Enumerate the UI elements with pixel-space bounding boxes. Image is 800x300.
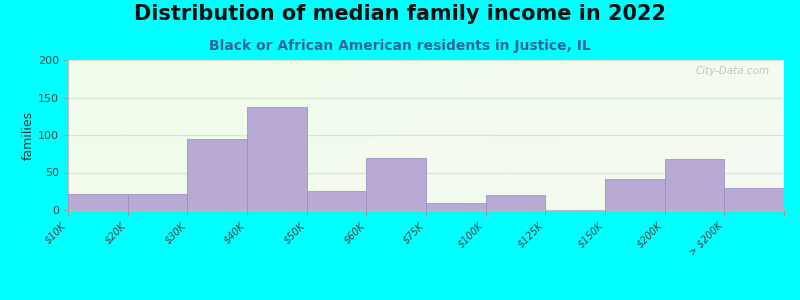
Text: City-Data.com: City-Data.com [695,66,770,76]
Text: Black or African American residents in Justice, IL: Black or African American residents in J… [209,39,591,53]
Bar [68,194,128,210]
Bar [128,194,187,210]
Bar [247,106,306,210]
Bar [187,139,247,210]
Bar [306,191,366,210]
Y-axis label: families: families [22,110,35,160]
Bar [366,158,426,210]
Bar [426,202,486,210]
Bar [605,178,665,210]
Bar [486,195,546,210]
Text: Distribution of median family income in 2022: Distribution of median family income in … [134,4,666,25]
Bar [665,159,724,210]
Bar [724,188,784,210]
